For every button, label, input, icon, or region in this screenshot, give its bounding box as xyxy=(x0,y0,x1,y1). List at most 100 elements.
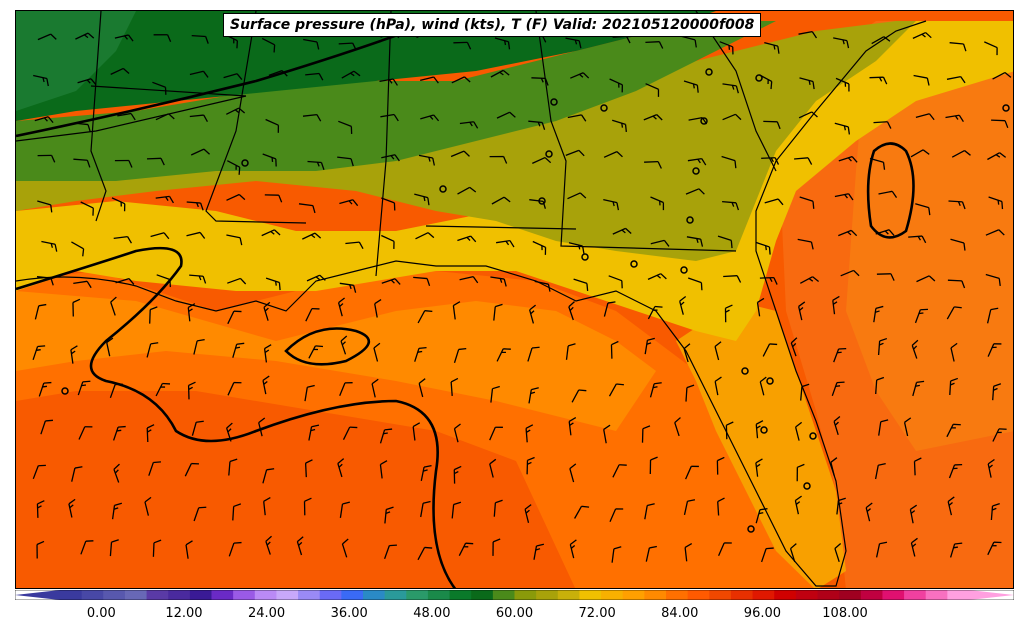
wind-barb xyxy=(687,157,707,166)
wind-barb xyxy=(452,301,461,320)
wind-barb xyxy=(303,38,320,50)
wind-barb xyxy=(338,42,357,51)
wind-barb xyxy=(609,78,623,93)
wind-barb xyxy=(947,279,966,289)
colorbar-cell xyxy=(817,590,840,600)
wind-barb xyxy=(756,297,765,317)
wind-barb xyxy=(496,239,515,248)
wind-barb xyxy=(339,501,351,518)
wind-barb xyxy=(144,496,152,516)
wind-barb xyxy=(946,306,962,320)
wind-barb xyxy=(797,238,814,250)
wind-barb xyxy=(189,274,207,284)
colorbar-cell xyxy=(687,590,710,600)
wind-barb xyxy=(603,198,620,211)
wind-barb xyxy=(649,456,658,475)
wind-barb xyxy=(724,304,733,323)
colorbar-tick-label: 108.00 xyxy=(822,606,868,621)
wind-barb xyxy=(302,113,322,122)
temperature-zone-atlantic-hot xyxy=(846,31,1013,451)
wind-barb xyxy=(37,200,53,213)
colorbar-cell xyxy=(146,590,169,600)
wind-barb xyxy=(531,77,549,86)
wind-barb xyxy=(916,275,936,283)
colorbar-cell xyxy=(579,590,602,600)
colorbar-cell xyxy=(492,590,515,600)
wind-barb xyxy=(458,542,474,556)
wind-barb xyxy=(990,502,1000,521)
wind-barb xyxy=(908,235,927,244)
wind-barb xyxy=(414,193,430,206)
wind-barb xyxy=(33,74,49,87)
wind-barb xyxy=(603,151,623,158)
colorbar-cell xyxy=(839,590,862,600)
colorbar-tick-label: 84.00 xyxy=(661,606,699,621)
wind-barb xyxy=(948,200,966,210)
wind-barb xyxy=(643,114,663,121)
wind-barb xyxy=(37,33,57,41)
wind-barb xyxy=(496,348,511,362)
wind-barb xyxy=(186,231,206,239)
wind-barb xyxy=(189,70,209,78)
wind-barb xyxy=(875,541,888,558)
colorbar-extend-low xyxy=(15,590,60,600)
wind-barb xyxy=(759,277,778,285)
wind-barb xyxy=(574,505,590,519)
wind-barb xyxy=(687,277,703,291)
wind-barb xyxy=(308,345,324,359)
wind-barb xyxy=(527,346,540,362)
wind-barb xyxy=(451,501,462,519)
wind-barb xyxy=(910,149,930,158)
wind-barb xyxy=(305,307,320,322)
wind-barb xyxy=(529,199,546,209)
wind-barb xyxy=(110,67,130,75)
wind-barb xyxy=(612,119,627,133)
wind-barb xyxy=(420,464,432,482)
wind-barb xyxy=(679,295,687,315)
wind-barb xyxy=(987,458,995,478)
wind-barb xyxy=(75,32,95,40)
wind-barb xyxy=(191,420,204,436)
wind-barb xyxy=(833,347,847,363)
wind-barb xyxy=(187,381,196,400)
wind-barb xyxy=(418,154,436,166)
wind-barb xyxy=(340,335,348,355)
wind-barb xyxy=(565,37,582,49)
temperature-zone-warm-coast-2 xyxy=(16,291,656,431)
wind-barb xyxy=(379,78,398,86)
wind-barb xyxy=(337,297,345,317)
geographic-boundaries xyxy=(16,11,927,587)
colorbar-tick-label: 0.00 xyxy=(86,606,116,621)
wind-barb xyxy=(650,196,665,211)
wind-barb xyxy=(796,463,805,482)
wind-barb xyxy=(308,424,320,441)
wind-barb xyxy=(342,426,358,440)
wind-barb xyxy=(984,41,998,56)
wind-barb xyxy=(106,337,114,357)
wind-barb xyxy=(148,461,162,476)
colorbar-cell xyxy=(622,590,645,600)
wind-barb xyxy=(610,340,619,359)
wind-barb xyxy=(298,203,316,214)
wind-barb xyxy=(339,382,353,397)
wind-barb xyxy=(380,113,399,122)
wind-barb xyxy=(528,120,546,130)
wind-barb xyxy=(755,458,763,477)
wind-barb xyxy=(985,229,1005,236)
wind-barb xyxy=(36,276,54,286)
wind-barb xyxy=(155,113,175,121)
wind-barb xyxy=(37,154,56,163)
colorbar-cell xyxy=(666,590,689,600)
wind-barb xyxy=(73,280,92,289)
wind-barb xyxy=(371,378,379,398)
wind-barb xyxy=(304,384,315,402)
wind-barb xyxy=(77,78,97,86)
wind-barb xyxy=(759,74,773,90)
wind-barb xyxy=(913,457,922,476)
colorbar-cell xyxy=(298,590,321,600)
wind-barb xyxy=(722,200,740,211)
wind-barb xyxy=(228,458,238,476)
wind-barb xyxy=(261,229,281,237)
wind-barb xyxy=(191,34,209,44)
wind-barb xyxy=(759,376,767,396)
